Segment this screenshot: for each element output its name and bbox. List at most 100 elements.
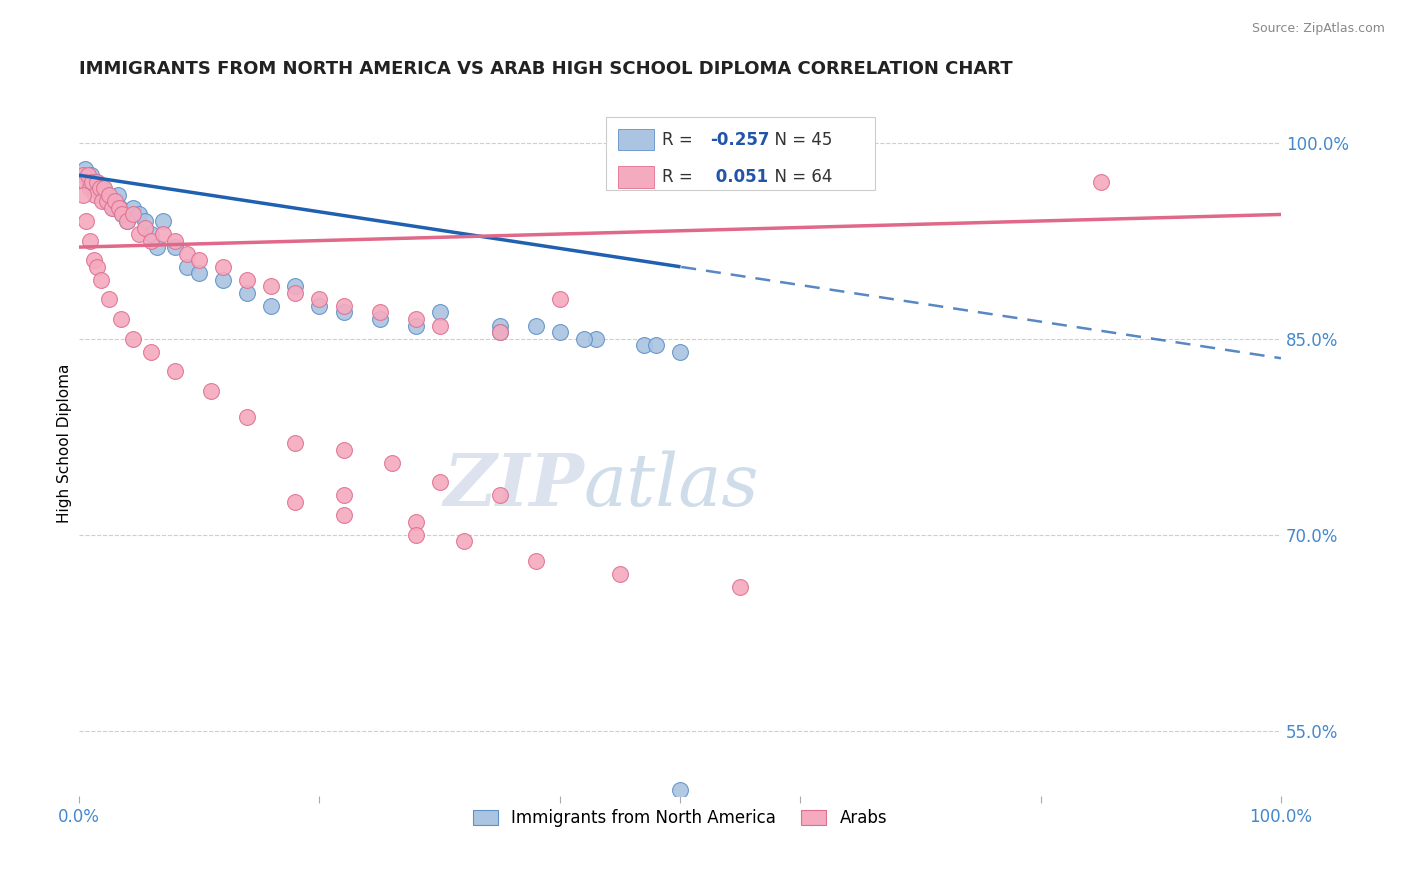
Point	[79, 234, 101, 248]
Point	[141, 234, 163, 248]
Point	[141, 344, 163, 359]
Point	[91, 181, 114, 195]
Point	[488, 318, 510, 333]
Point	[87, 181, 110, 195]
Point	[72, 187, 94, 202]
Point	[104, 194, 127, 209]
Text: 0.051: 0.051	[710, 168, 768, 186]
Point	[332, 442, 354, 457]
Point	[405, 527, 427, 541]
Point	[165, 364, 187, 378]
Text: atlas: atlas	[583, 450, 759, 521]
Point	[429, 305, 451, 319]
Point	[548, 293, 571, 307]
Point	[488, 325, 510, 339]
Point	[236, 410, 259, 425]
Point	[524, 318, 547, 333]
Point	[609, 566, 631, 581]
Point	[176, 260, 198, 274]
FancyBboxPatch shape	[606, 117, 875, 191]
Point	[111, 207, 134, 221]
Point	[128, 227, 150, 241]
Point	[332, 488, 354, 502]
Point	[212, 260, 235, 274]
Point	[98, 187, 121, 202]
Point	[77, 175, 100, 189]
Point	[332, 305, 354, 319]
Point	[89, 181, 111, 195]
Point	[83, 175, 105, 189]
Point	[260, 279, 283, 293]
Point	[98, 293, 121, 307]
Point	[488, 488, 510, 502]
Point	[86, 260, 108, 274]
Point	[75, 214, 97, 228]
Point	[645, 338, 668, 352]
Point	[152, 214, 174, 228]
Point	[488, 325, 510, 339]
Point	[83, 253, 105, 268]
Legend: Immigrants from North America, Arabs: Immigrants from North America, Arabs	[467, 802, 894, 834]
Point	[100, 201, 122, 215]
Point	[111, 207, 134, 221]
Point	[236, 285, 259, 300]
Point	[90, 273, 112, 287]
Point	[453, 534, 475, 549]
Text: ZIP: ZIP	[443, 450, 583, 521]
Point	[75, 175, 97, 189]
Point	[107, 187, 129, 202]
Point	[260, 299, 283, 313]
Point	[1090, 175, 1112, 189]
Point	[368, 305, 391, 319]
Point	[96, 194, 118, 209]
Point	[72, 168, 94, 182]
Point	[212, 273, 235, 287]
Text: Source: ZipAtlas.com: Source: ZipAtlas.com	[1251, 22, 1385, 36]
Point	[429, 318, 451, 333]
Point	[84, 175, 107, 189]
Point	[115, 214, 138, 228]
Point	[82, 175, 104, 189]
Point	[381, 456, 404, 470]
Point	[332, 299, 354, 313]
Point	[405, 515, 427, 529]
Point	[524, 554, 547, 568]
Text: N = 64: N = 64	[765, 168, 832, 186]
Point	[93, 181, 115, 195]
Point	[669, 782, 692, 797]
Text: N = 45: N = 45	[765, 130, 832, 149]
Point	[110, 312, 132, 326]
Point	[122, 201, 145, 215]
Point	[572, 332, 595, 346]
Point	[122, 207, 145, 221]
Point	[97, 194, 120, 209]
Text: -0.257: -0.257	[710, 130, 769, 149]
Point	[75, 161, 97, 176]
Point	[284, 495, 307, 509]
Point	[669, 344, 692, 359]
Point	[86, 175, 108, 189]
Point	[236, 273, 259, 287]
Point	[104, 194, 127, 209]
Point	[141, 227, 163, 241]
Point	[585, 332, 607, 346]
Point	[91, 194, 114, 209]
Point	[284, 436, 307, 450]
Point	[122, 332, 145, 346]
Point	[134, 220, 156, 235]
Point	[728, 580, 751, 594]
Point	[79, 181, 101, 195]
Point	[284, 285, 307, 300]
Point	[101, 201, 124, 215]
Text: IMMIGRANTS FROM NORTH AMERICA VS ARAB HIGH SCHOOL DIPLOMA CORRELATION CHART: IMMIGRANTS FROM NORTH AMERICA VS ARAB HI…	[79, 60, 1012, 78]
Point	[405, 318, 427, 333]
Point	[108, 201, 131, 215]
Point	[165, 240, 187, 254]
Point	[152, 227, 174, 241]
Point	[115, 214, 138, 228]
Point	[83, 187, 105, 202]
Point	[200, 384, 222, 398]
FancyBboxPatch shape	[617, 167, 654, 187]
Text: R =: R =	[662, 130, 697, 149]
Point	[188, 266, 211, 280]
